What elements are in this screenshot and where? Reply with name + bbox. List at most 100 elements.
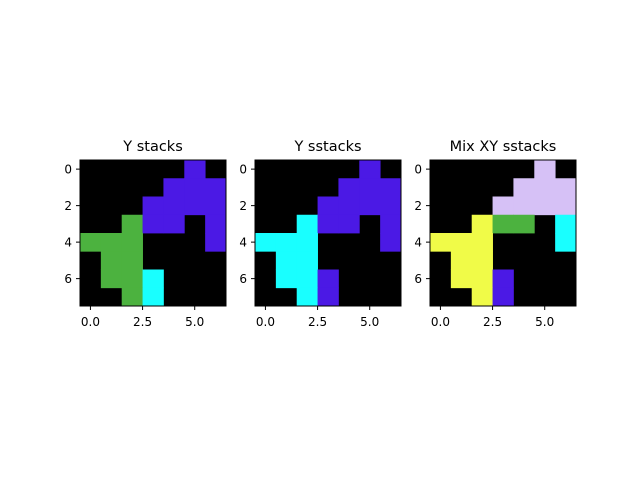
cell-4-2: [121, 233, 143, 252]
x-tick-label: 5.0: [185, 315, 204, 329]
cell-6-2: [471, 269, 493, 289]
cell-5-1: [275, 251, 298, 270]
chart-panel-1: Y stacks 0.0 2.5 5.0 0 2 4 6: [64, 139, 227, 329]
cell-3-3: [492, 214, 514, 234]
cell-4-6: [380, 233, 402, 252]
cell-2-3: [317, 196, 339, 216]
cell-6-1: [275, 269, 298, 289]
y-tick-label: 6: [64, 272, 72, 286]
cell-7-2: [296, 287, 318, 307]
chart-panel-2: Y sstacks 0.0 2.5 5.0 0 2 4 6: [239, 139, 402, 329]
cell-1-5: [359, 178, 381, 197]
cell-2-4: [163, 196, 185, 216]
cell-4-1: [275, 233, 298, 252]
chart-title: Mix XY sstacks: [450, 139, 557, 155]
cell-0-5: [534, 160, 556, 179]
cell-3-3: [142, 214, 164, 234]
panels: Y stacks 0.0 2.5 5.0 0 2 4 6 Y sstacks 0.0 2.5 5.0 0…: [64, 139, 577, 329]
cell-3-6: [205, 214, 227, 234]
cell-2-6: [205, 196, 227, 216]
cell-6-3: [492, 269, 514, 289]
y-tick-label: 4: [239, 236, 247, 250]
cell-3-4: [513, 214, 535, 234]
cell-2-6: [380, 196, 402, 216]
cell-4-2: [471, 233, 493, 252]
x-tick-label: 2.5: [483, 315, 502, 329]
cell-2-4: [513, 196, 535, 216]
cell-5-2: [471, 251, 493, 270]
cell-2-5: [534, 196, 556, 216]
cell-1-6: [205, 178, 227, 197]
cell-5-1: [450, 251, 473, 270]
cell-0-5: [359, 160, 381, 179]
cell-7-3: [317, 287, 339, 307]
cell-6-1: [450, 269, 473, 289]
cell-3-4: [338, 214, 360, 234]
cell-4-1: [100, 233, 123, 252]
y-tick-label: 6: [239, 272, 247, 286]
cell-3-6: [380, 214, 402, 234]
y-tick-label: 0: [239, 163, 247, 177]
cell-2-6: [555, 196, 577, 216]
cell-0-5: [184, 160, 206, 179]
chart-panel-3: Mix XY sstacks 0.0 2.5 5.0 0 2 4 6: [414, 139, 577, 329]
cell-7-3: [142, 287, 164, 307]
cell-7-2: [471, 287, 493, 307]
cell-5-1: [100, 251, 123, 270]
cell-1-6: [555, 178, 577, 197]
cell-3-2: [121, 214, 143, 234]
cell-6-3: [317, 269, 339, 289]
cell-5-2: [296, 251, 318, 270]
x-tick-label: 0.0: [81, 315, 100, 329]
cell-6-2: [121, 269, 143, 289]
axes-frame: [79, 159, 227, 307]
cell-7-2: [121, 287, 143, 307]
x-tick-label: 2.5: [308, 315, 327, 329]
cell-1-4: [163, 178, 185, 197]
cell-3-2: [471, 214, 493, 234]
cell-5-2: [121, 251, 143, 270]
cell-3-4: [163, 214, 185, 234]
y-tick-label: 6: [414, 272, 422, 286]
axes-frame: [254, 159, 402, 307]
y-tick-label: 2: [64, 199, 72, 213]
cell-4-0: [255, 233, 277, 252]
cell-7-3: [492, 287, 514, 307]
cell-4-2: [296, 233, 318, 252]
chart-title: Y sstacks: [293, 139, 361, 155]
cell-6-3: [142, 269, 164, 289]
cell-6-1: [100, 269, 123, 289]
cell-1-5: [184, 178, 206, 197]
cell-6-2: [296, 269, 318, 289]
cell-1-4: [513, 178, 535, 197]
cell-3-6: [555, 214, 577, 234]
cell-4-6: [555, 233, 577, 252]
x-tick-label: 0.0: [431, 315, 450, 329]
y-tick-label: 0: [64, 163, 72, 177]
x-tick-label: 5.0: [535, 315, 554, 329]
cell-2-5: [359, 196, 381, 216]
cell-1-4: [338, 178, 360, 197]
chart-title: Y stacks: [122, 139, 183, 155]
cell-4-0: [80, 233, 102, 252]
cell-3-2: [296, 214, 318, 234]
y-tick-label: 4: [414, 236, 422, 250]
cell-2-4: [338, 196, 360, 216]
y-tick-label: 2: [239, 199, 247, 213]
cell-4-1: [450, 233, 473, 252]
y-tick-label: 0: [414, 163, 422, 177]
x-tick-label: 5.0: [360, 315, 379, 329]
cell-3-3: [317, 214, 339, 234]
cell-4-6: [205, 233, 227, 252]
cell-1-5: [534, 178, 556, 197]
cell-2-5: [184, 196, 206, 216]
y-tick-label: 2: [414, 199, 422, 213]
cell-4-0: [430, 233, 452, 252]
axes-frame: [429, 159, 577, 307]
y-tick-label: 4: [64, 236, 72, 250]
x-tick-label: 2.5: [133, 315, 152, 329]
x-tick-label: 0.0: [256, 315, 275, 329]
cell-1-6: [380, 178, 402, 197]
cell-2-3: [142, 196, 164, 216]
